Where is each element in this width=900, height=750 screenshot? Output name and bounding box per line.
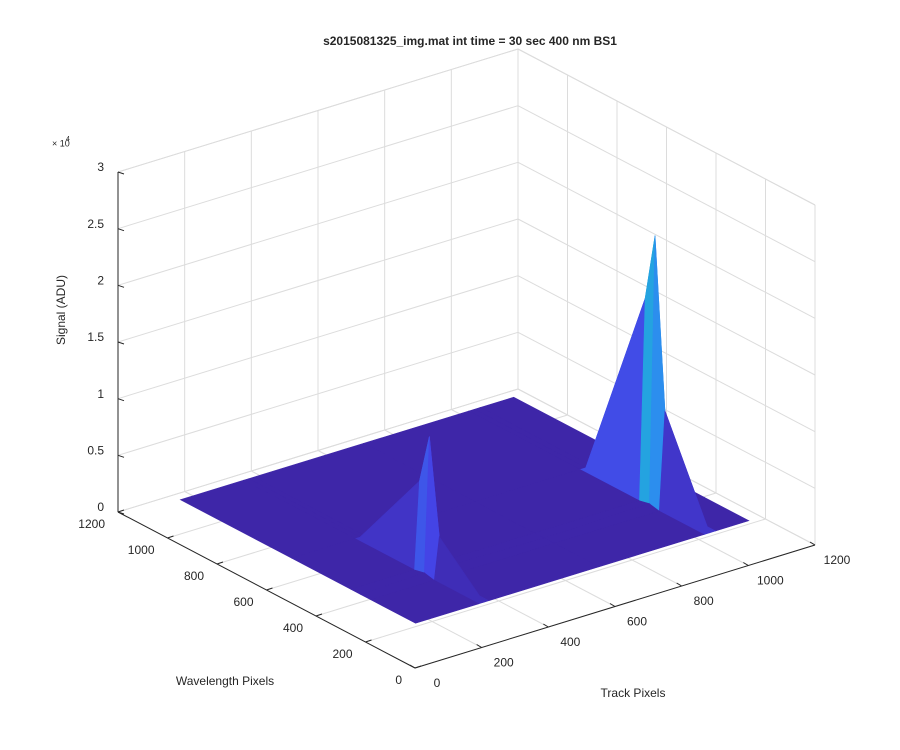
y-tick-label: 1200 xyxy=(78,517,105,531)
z-tick xyxy=(117,228,125,232)
y-tick-label: 200 xyxy=(332,647,352,661)
y-tick xyxy=(315,613,323,617)
y-tick xyxy=(414,665,422,669)
grid-line xyxy=(517,218,816,376)
z-tick-label: 1.5 xyxy=(87,330,104,344)
y-tick-label: 800 xyxy=(184,569,204,583)
z-tick xyxy=(117,341,125,345)
y-tick-label: 600 xyxy=(233,595,253,609)
grid-line xyxy=(365,518,766,643)
z-tick-label: 1 xyxy=(97,387,104,401)
box-edge xyxy=(517,48,816,206)
grid-line xyxy=(117,105,519,230)
z-tick-label: 0.5 xyxy=(87,444,104,458)
z-tick-label: 3 xyxy=(97,160,104,174)
y-axis-label: Wavelength Pixels xyxy=(176,674,274,688)
y-tick xyxy=(167,535,174,539)
x-tick-label: 400 xyxy=(560,635,580,649)
grid-line xyxy=(517,275,816,433)
grid-line xyxy=(117,331,519,456)
y-tick xyxy=(117,509,125,513)
grid-line xyxy=(517,105,816,263)
grid-line xyxy=(517,331,816,489)
surface-patch xyxy=(579,298,646,502)
grid-line xyxy=(117,275,519,400)
x-tick xyxy=(609,603,616,607)
z-axis-label: Signal (ADU) xyxy=(54,275,68,345)
z-multiplier: × 10 xyxy=(52,138,70,148)
z-tick-label: 2.5 xyxy=(87,217,104,231)
y-tick-label: 1000 xyxy=(128,543,155,557)
x-tick xyxy=(743,562,749,566)
z-tick-label: 0 xyxy=(97,500,104,514)
x-tick-label: 800 xyxy=(694,594,714,608)
x-tick xyxy=(543,623,549,628)
grid-line xyxy=(117,218,519,343)
x-tick xyxy=(676,582,682,587)
x-axis-label: Track Pixels xyxy=(601,686,666,700)
x-tick-label: 600 xyxy=(627,615,647,629)
grid-line xyxy=(117,161,519,286)
y-tick-label: 400 xyxy=(283,621,303,635)
y-tick xyxy=(365,639,372,643)
chart-title: s2015081325_img.mat int time = 30 sec 40… xyxy=(323,34,617,48)
z-tick xyxy=(117,284,125,288)
surface-patch xyxy=(370,580,480,624)
y-tick xyxy=(216,561,224,565)
z-tick xyxy=(117,171,125,175)
y-tick-label: 0 xyxy=(395,673,402,687)
z-tick-label: 2 xyxy=(97,274,104,288)
x-tick xyxy=(809,541,816,546)
x-tick-label: 1000 xyxy=(757,574,784,588)
z-tick xyxy=(117,511,125,515)
x-tick xyxy=(409,664,416,669)
z-exponent: 4 xyxy=(66,136,70,143)
x-tick xyxy=(476,644,482,648)
grid-line xyxy=(517,161,816,319)
x-tick-label: 0 xyxy=(434,676,441,690)
x-tick-label: 200 xyxy=(494,656,514,670)
grid-line xyxy=(117,388,519,513)
z-tick xyxy=(117,398,125,402)
x-tick-label: 1200 xyxy=(824,553,851,567)
y-tick xyxy=(266,587,273,591)
box-edge xyxy=(117,48,519,173)
z-tick xyxy=(117,454,125,458)
